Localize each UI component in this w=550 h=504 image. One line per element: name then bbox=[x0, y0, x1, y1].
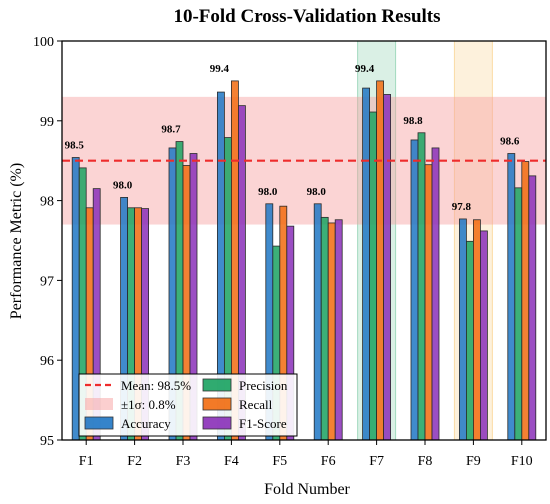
legend-swatch-precision bbox=[202, 378, 232, 392]
legend-label-precision: Precision bbox=[239, 378, 288, 393]
y-tick-label-95: 95 bbox=[40, 434, 54, 449]
x-axis-label: Fold Number bbox=[264, 481, 350, 498]
y-axis-label: Performance Metric (%) bbox=[8, 163, 25, 319]
x-tick-label-f7: F7 bbox=[369, 454, 384, 469]
bar-f1-score-f9 bbox=[479, 230, 488, 441]
x-tick-label-f4: F4 bbox=[224, 454, 239, 469]
data-label-f6: 98.0 bbox=[307, 186, 327, 198]
plot-area: 98.5 98.0 98.7 99.4 98.0 98.0 99.4 98.8 97.8 98.6… bbox=[33, 35, 547, 469]
y-tick-label-98: 98 bbox=[40, 195, 54, 210]
legend-swatch-std bbox=[85, 398, 113, 410]
legend-label-std: ±1σ: 0.8% bbox=[121, 397, 176, 412]
chart-title: 10-Fold Cross-Validation Results bbox=[173, 6, 440, 27]
bar-recall-f10 bbox=[521, 161, 530, 441]
x-tick-label-f6: F6 bbox=[321, 454, 336, 469]
legend-box bbox=[78, 373, 298, 437]
bar-precision-f10 bbox=[514, 187, 523, 441]
bar-precision-f9 bbox=[465, 240, 474, 441]
y-tick-label-97: 97 bbox=[40, 274, 54, 289]
data-label-f3: 98.7 bbox=[161, 124, 181, 136]
bar-recall-f6 bbox=[327, 222, 336, 441]
data-label-f1: 98.5 bbox=[65, 140, 85, 152]
x-tick-label-f3: F3 bbox=[176, 454, 191, 469]
data-label-f8: 98.8 bbox=[403, 115, 423, 127]
x-tick-label-f10: F10 bbox=[511, 454, 533, 469]
y-tick-label-100: 100 bbox=[33, 35, 54, 50]
plot-frame bbox=[61, 40, 547, 441]
bar-accuracy-f9 bbox=[458, 218, 467, 441]
bar-recall-f7 bbox=[376, 80, 385, 441]
legend-swatch-f1-score bbox=[202, 416, 232, 430]
x-tick-label-f5: F5 bbox=[272, 454, 287, 469]
bar-f1-score-f6 bbox=[334, 219, 343, 441]
bar-precision-f6 bbox=[320, 216, 329, 441]
legend-label-mean: Mean: 98.5% bbox=[121, 378, 191, 393]
x-tick-label-f9: F9 bbox=[466, 454, 481, 469]
bar-precision-f8 bbox=[417, 132, 426, 441]
data-label-f9: 97.8 bbox=[452, 201, 472, 213]
y-tick-label-99: 99 bbox=[40, 115, 54, 130]
bar-f1-score-f7 bbox=[383, 94, 392, 441]
legend-swatch-recall bbox=[202, 397, 232, 411]
bar-recall-f8 bbox=[424, 164, 433, 441]
legend-label-accuracy: Accuracy bbox=[121, 416, 171, 431]
x-tick-label-f8: F8 bbox=[418, 454, 433, 469]
x-tick-label-f1: F1 bbox=[79, 454, 94, 469]
bar-accuracy-f7 bbox=[362, 87, 371, 441]
legend-swatch-accuracy bbox=[84, 416, 114, 430]
x-tick-label-f2: F2 bbox=[127, 454, 142, 469]
bar-accuracy-f8 bbox=[410, 139, 419, 441]
bar-recall-f9 bbox=[472, 219, 481, 441]
data-label-f4: 99.4 bbox=[210, 63, 230, 75]
legend-label-recall: Recall bbox=[239, 397, 273, 412]
y-tick-label-96: 96 bbox=[40, 354, 54, 369]
data-label-f2: 98.0 bbox=[113, 179, 133, 191]
bar-accuracy-f6 bbox=[313, 203, 322, 441]
bar-f1-score-f8 bbox=[431, 147, 440, 441]
legend: Mean: 98.5% ±1σ: 0.8% Accuracy Precision Rec… bbox=[78, 373, 298, 437]
bar-accuracy-f10 bbox=[507, 153, 516, 441]
legend-label-f1-score: F1-Score bbox=[239, 416, 287, 431]
data-label-f7: 99.4 bbox=[355, 63, 375, 75]
data-label-f5: 98.0 bbox=[258, 186, 278, 198]
data-label-f10: 98.6 bbox=[500, 136, 520, 148]
bar-accuracy-f1 bbox=[71, 157, 80, 441]
bar-f1-score-f10 bbox=[528, 175, 537, 441]
